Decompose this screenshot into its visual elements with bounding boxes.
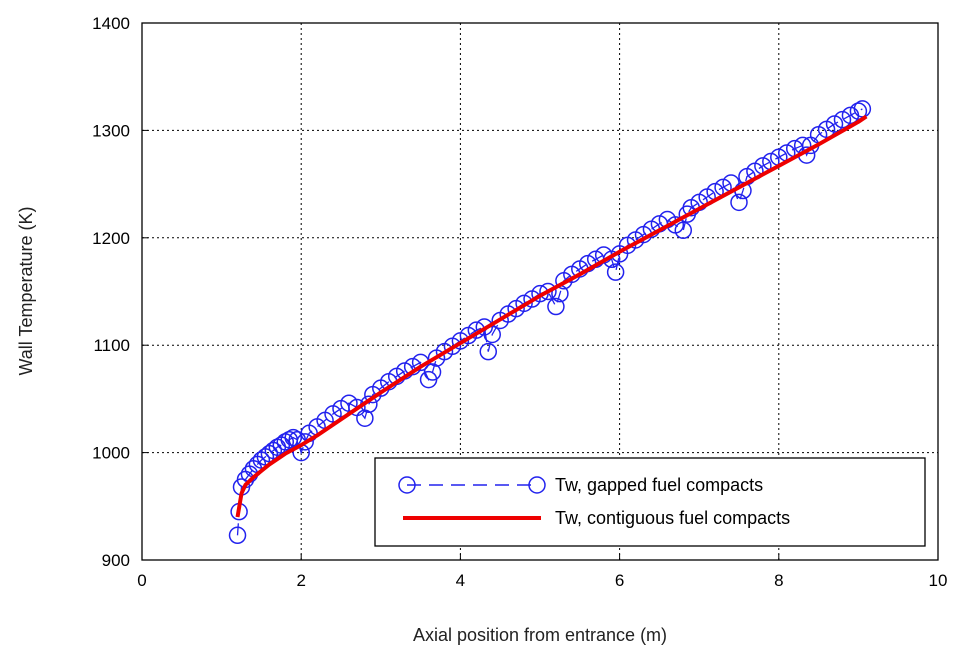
legend-label-gapped: Tw, gapped fuel compacts xyxy=(555,475,763,495)
y-tick-label: 900 xyxy=(102,551,130,570)
legend-item-gapped: Tw, gapped fuel compacts xyxy=(398,475,763,495)
y-tick-label: 1000 xyxy=(92,444,130,463)
series-gapped-point xyxy=(674,221,693,240)
legend-swatch-gapped-marker-left xyxy=(398,476,416,494)
series-gapped-point xyxy=(228,526,247,545)
legend-label-contiguous: Tw, contiguous fuel compacts xyxy=(555,508,790,528)
legend-item-contiguous: Tw, contiguous fuel compacts xyxy=(403,508,790,528)
series-gapped-point xyxy=(833,110,852,129)
legend: Tw, gapped fuel compacts Tw, contiguous … xyxy=(374,457,926,547)
series-gapped-point xyxy=(606,263,625,281)
axis-ticks: 0 2 4 6 8 10 900 1000 1100 1200 1300 1400 xyxy=(92,14,947,590)
series-gapped-point xyxy=(340,394,358,412)
x-tick-label: 4 xyxy=(456,571,465,590)
y-axis-label: Wall Temperature (K) xyxy=(16,206,36,375)
x-axis-label: Axial position from entrance (m) xyxy=(413,625,667,645)
series-gapped-point xyxy=(825,115,844,133)
legend-swatch-gapped-marker-right xyxy=(528,476,546,494)
series-gapped-point xyxy=(284,428,302,447)
y-tick-label: 1100 xyxy=(93,336,130,355)
legend-box xyxy=(374,457,926,547)
series-gapped-point xyxy=(296,433,314,451)
series-gapped-point xyxy=(539,282,557,301)
y-tick-label: 1200 xyxy=(92,229,130,248)
series-gapped-point xyxy=(479,342,498,361)
series-gapped-point xyxy=(730,193,748,212)
series-gapped-point xyxy=(423,363,442,381)
x-tick-label: 6 xyxy=(615,571,624,590)
x-tick-label: 10 xyxy=(929,571,948,590)
x-tick-label: 8 xyxy=(774,571,783,590)
series-gapped-point xyxy=(547,297,565,316)
series-gapped-point xyxy=(356,409,374,427)
series-gapped-point xyxy=(849,102,868,120)
y-tick-label: 1400 xyxy=(92,14,130,33)
series-layer xyxy=(228,100,872,545)
x-tick-label: 2 xyxy=(296,571,305,590)
x-tick-label: 0 xyxy=(137,571,146,590)
plot-area-frame xyxy=(141,22,939,561)
series-gapped-point xyxy=(276,433,295,451)
series-gapped-point xyxy=(515,294,533,313)
series-contiguous-line xyxy=(235,114,868,518)
y-tick-label: 1300 xyxy=(92,121,130,140)
